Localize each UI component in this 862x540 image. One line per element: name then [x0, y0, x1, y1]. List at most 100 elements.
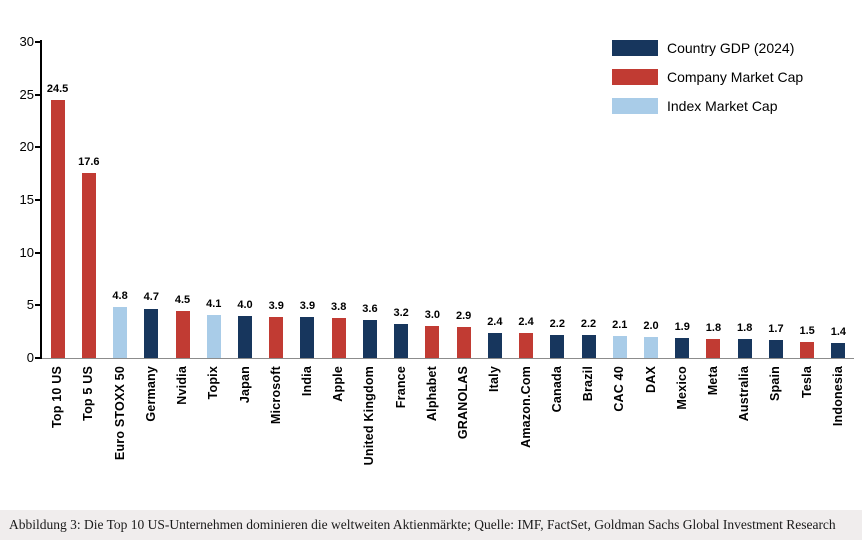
bar-italy: [487, 332, 502, 358]
bar-australia: [737, 339, 752, 358]
bar-indonesia: [831, 343, 846, 358]
bar-meta: [706, 339, 721, 358]
x-axis-category-label: Top 10 US: [50, 366, 65, 428]
plot-area: [42, 42, 854, 358]
y-axis-tick-mark: [35, 251, 41, 254]
bar-value-label: 3.2: [393, 307, 409, 320]
x-axis-category-label: Meta: [705, 366, 720, 396]
legend-swatch: [612, 98, 658, 114]
x-axis-category-label: India: [299, 366, 314, 397]
legend-label: Company Market Cap: [667, 69, 804, 85]
bar-value-label: 1.7: [768, 323, 784, 336]
bar-value-label: 2.2: [549, 317, 565, 330]
bar-value-label: 3.9: [299, 299, 316, 312]
x-axis-category-label: Japan: [237, 366, 252, 404]
bar-france: [394, 324, 409, 358]
bar-value-label: 3.8: [331, 300, 347, 313]
bar-chart: Country GDP (2024) Company Market Cap Inde…: [19, 34, 854, 466]
bar-top-5-us: [81, 172, 96, 358]
y-axis-tick-mark: [35, 199, 41, 201]
legend-label: Index Market Cap: [667, 98, 778, 114]
bar-dax: [644, 336, 658, 358]
bar-value-label: 2.1: [612, 318, 628, 331]
x-axis-category-label: GRANOLAS: [456, 366, 471, 440]
bar-value-label: 1.8: [705, 322, 722, 335]
x-axis-category-label: Apple: [331, 366, 346, 402]
x-axis-category-label: Top 5 US: [81, 366, 96, 421]
bar-united-kingdom: [362, 320, 377, 358]
x-axis-category-label: Amazon.Com: [518, 366, 533, 448]
legend-item: Country GDP (2024): [612, 40, 803, 56]
bar-value-label: 4.1: [206, 297, 222, 310]
y-axis-tick-label: 0: [26, 350, 34, 365]
bar-india: [300, 316, 315, 358]
bar-value-label: 2.9: [455, 310, 472, 323]
bar-value-label: 3.6: [362, 303, 378, 316]
y-axis-tick-label: 30: [19, 34, 34, 49]
x-axis-category-label: United Kingdom: [362, 366, 377, 466]
x-axis-category-label: Brazil: [581, 366, 596, 402]
x-axis-category-label: Nvidia: [175, 366, 190, 405]
bar-value-label: 2.2: [580, 317, 597, 330]
bar-tesla: [800, 342, 815, 358]
y-axis-tick-mark: [35, 93, 41, 96]
legend-swatch: [612, 40, 658, 56]
x-axis-category-label: DAX: [643, 366, 658, 393]
x-axis-category-label: Germany: [143, 366, 158, 422]
bar-value-label: 3.0: [424, 309, 441, 322]
chart-legend: Country GDP (2024) Company Market Cap Inde…: [612, 40, 803, 127]
x-axis-category-label: Topix: [206, 366, 221, 400]
bar-canada: [550, 334, 565, 358]
bar-value-label: 24.5: [46, 82, 69, 95]
x-axis-category-label: Indonesia: [830, 366, 845, 427]
legend-swatch: [612, 69, 658, 85]
bar-value-label: 1.9: [674, 320, 690, 333]
x-axis-category-label: Italy: [487, 366, 502, 393]
bar-value-label: 2.0: [643, 319, 659, 332]
bar-value-label: 4.7: [143, 291, 159, 304]
x-axis-category-label: Microsoft: [268, 366, 283, 425]
y-axis-tick-mark: [35, 41, 41, 43]
figure-caption: Abbildung 3: Die Top 10 US-Unternehmen d…: [0, 510, 862, 540]
bar-value-label: 4.0: [237, 298, 253, 311]
bar-value-label: 17.6: [78, 155, 100, 168]
x-axis-line: [42, 358, 854, 359]
x-axis-category-label: Euro STOXX 50: [112, 366, 127, 461]
x-axis-category-label: CAC 40: [612, 366, 627, 412]
y-axis-tick-label: 15: [19, 192, 34, 207]
y-axis-tick-mark: [35, 146, 41, 149]
legend-label: Country GDP (2024): [667, 40, 795, 56]
bar-value-label: 4.8: [112, 290, 128, 303]
bar-amazon-com: [519, 332, 534, 358]
bar-microsoft: [269, 316, 284, 358]
bar-top-10-us: [50, 99, 65, 358]
bar-nvidia: [175, 310, 190, 358]
bar-brazil: [581, 334, 596, 358]
x-axis-category-label: Canada: [549, 366, 564, 413]
bar-value-label: 1.5: [799, 325, 815, 338]
bar-alphabet: [425, 326, 440, 358]
bar-value-label: 2.4: [487, 315, 503, 328]
bar-value-label: 2.4: [518, 315, 534, 328]
bar-mexico: [675, 338, 690, 358]
y-axis-line: [40, 40, 42, 359]
bar-value-label: 1.8: [737, 322, 753, 335]
bar-value-label: 3.9: [268, 299, 284, 312]
y-axis-tick-label: 10: [19, 244, 34, 260]
bar-spain: [768, 340, 783, 358]
x-axis-category-label: Alphabet: [424, 366, 439, 422]
bar-value-label: 1.4: [830, 326, 847, 339]
x-axis-category-label: Spain: [768, 366, 783, 402]
bar-topix: [206, 314, 221, 358]
y-axis-tick-label: 25: [19, 86, 34, 102]
x-axis-category-label: Australia: [737, 366, 752, 422]
caption-text: Abbildung 3: Die Top 10 US-Unternehmen d…: [9, 517, 836, 532]
bar-cac-40: [612, 335, 627, 358]
y-axis-tick-mark: [35, 304, 41, 307]
x-axis-category-label: France: [393, 366, 408, 409]
y-axis-tick-label: 20: [19, 139, 34, 155]
x-axis-category-label: Tesla: [799, 366, 814, 399]
bar-germany: [144, 308, 159, 358]
legend-item: Index Market Cap: [612, 98, 803, 114]
bar-granolas: [456, 327, 471, 358]
